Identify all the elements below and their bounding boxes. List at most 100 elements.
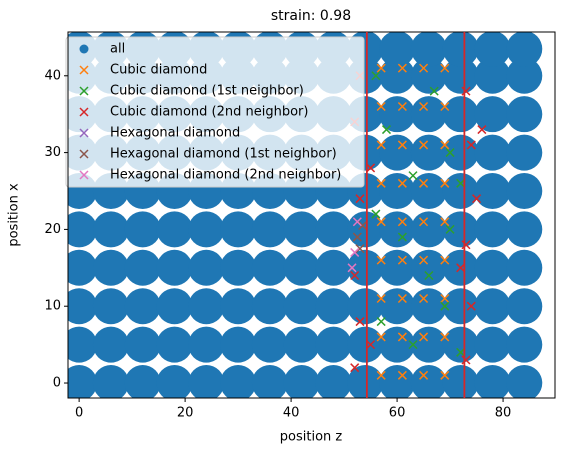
legend-marker — [79, 65, 89, 75]
point — [419, 178, 429, 188]
point — [419, 101, 429, 112]
point — [442, 32, 479, 67]
point — [92, 326, 129, 363]
point — [506, 96, 543, 133]
point — [397, 255, 407, 265]
point — [440, 255, 450, 265]
point — [68, 249, 98, 286]
point — [124, 211, 161, 248]
point — [456, 263, 466, 273]
point — [410, 32, 447, 67]
point — [442, 172, 479, 209]
point — [472, 194, 482, 204]
point — [156, 249, 193, 286]
point — [445, 224, 455, 234]
point — [68, 326, 98, 363]
legend-label: Hexagonal diamond (2nd neighbor) — [110, 168, 341, 183]
point — [347, 263, 357, 273]
point — [456, 178, 466, 188]
point — [371, 209, 381, 219]
point — [440, 140, 450, 150]
point — [376, 140, 386, 150]
point — [440, 101, 450, 112]
point — [440, 217, 450, 227]
point — [156, 326, 193, 363]
point — [379, 134, 416, 171]
point — [379, 326, 416, 363]
point — [419, 140, 429, 150]
point — [474, 172, 511, 209]
point — [352, 232, 362, 242]
point — [350, 363, 360, 373]
point — [376, 63, 386, 73]
y-tick-label: 30 — [44, 145, 61, 160]
point — [410, 365, 447, 398]
point — [442, 211, 479, 248]
point — [397, 370, 407, 380]
point — [251, 249, 288, 286]
point — [474, 326, 511, 363]
point — [347, 288, 384, 325]
point — [355, 244, 365, 254]
point — [466, 140, 476, 150]
point — [440, 294, 450, 304]
point — [442, 365, 479, 398]
point — [477, 125, 487, 135]
point — [251, 211, 288, 248]
point — [251, 288, 288, 325]
point — [379, 172, 416, 209]
point — [440, 301, 450, 311]
point — [355, 194, 365, 204]
point — [408, 171, 418, 181]
y-tick-label: 20 — [44, 222, 61, 237]
axes-frame — [67, 31, 556, 399]
point — [424, 270, 434, 281]
point — [251, 365, 288, 398]
point — [474, 134, 511, 171]
legend-marker — [79, 44, 89, 54]
point — [506, 57, 543, 94]
legend-marker — [79, 170, 89, 180]
point — [442, 96, 479, 133]
legend-label: Hexagonal diamond (1st neighbor) — [110, 147, 337, 162]
point — [419, 332, 429, 342]
point — [376, 255, 386, 265]
point — [92, 365, 129, 398]
x-tick-label: 40 — [283, 406, 300, 421]
point — [156, 365, 193, 398]
point — [355, 317, 365, 327]
point — [220, 365, 257, 398]
point — [366, 163, 376, 173]
point — [474, 57, 511, 94]
point — [156, 211, 193, 248]
point — [350, 247, 360, 257]
point — [410, 249, 447, 286]
point — [456, 347, 466, 357]
legend-marker — [79, 107, 89, 117]
point — [376, 294, 386, 304]
point — [315, 365, 352, 398]
point — [474, 249, 511, 286]
point — [188, 326, 225, 363]
point — [376, 217, 386, 227]
point — [506, 288, 543, 325]
point — [419, 217, 429, 227]
point — [68, 288, 98, 325]
x-tick-label: 0 — [75, 406, 83, 421]
chart-title: strain: 0.98 — [271, 8, 351, 24]
point — [419, 63, 429, 73]
point — [283, 365, 320, 398]
point — [408, 340, 418, 350]
point — [376, 370, 386, 380]
legend-label: Cubic diamond (1st neighbor) — [110, 84, 304, 99]
point — [461, 86, 471, 96]
point — [506, 172, 543, 209]
point — [397, 217, 407, 227]
point — [397, 178, 407, 188]
point — [506, 249, 543, 286]
point — [376, 332, 386, 342]
x-tick-label: 80 — [495, 406, 512, 421]
point — [379, 249, 416, 286]
point — [220, 326, 257, 363]
point — [379, 96, 416, 133]
